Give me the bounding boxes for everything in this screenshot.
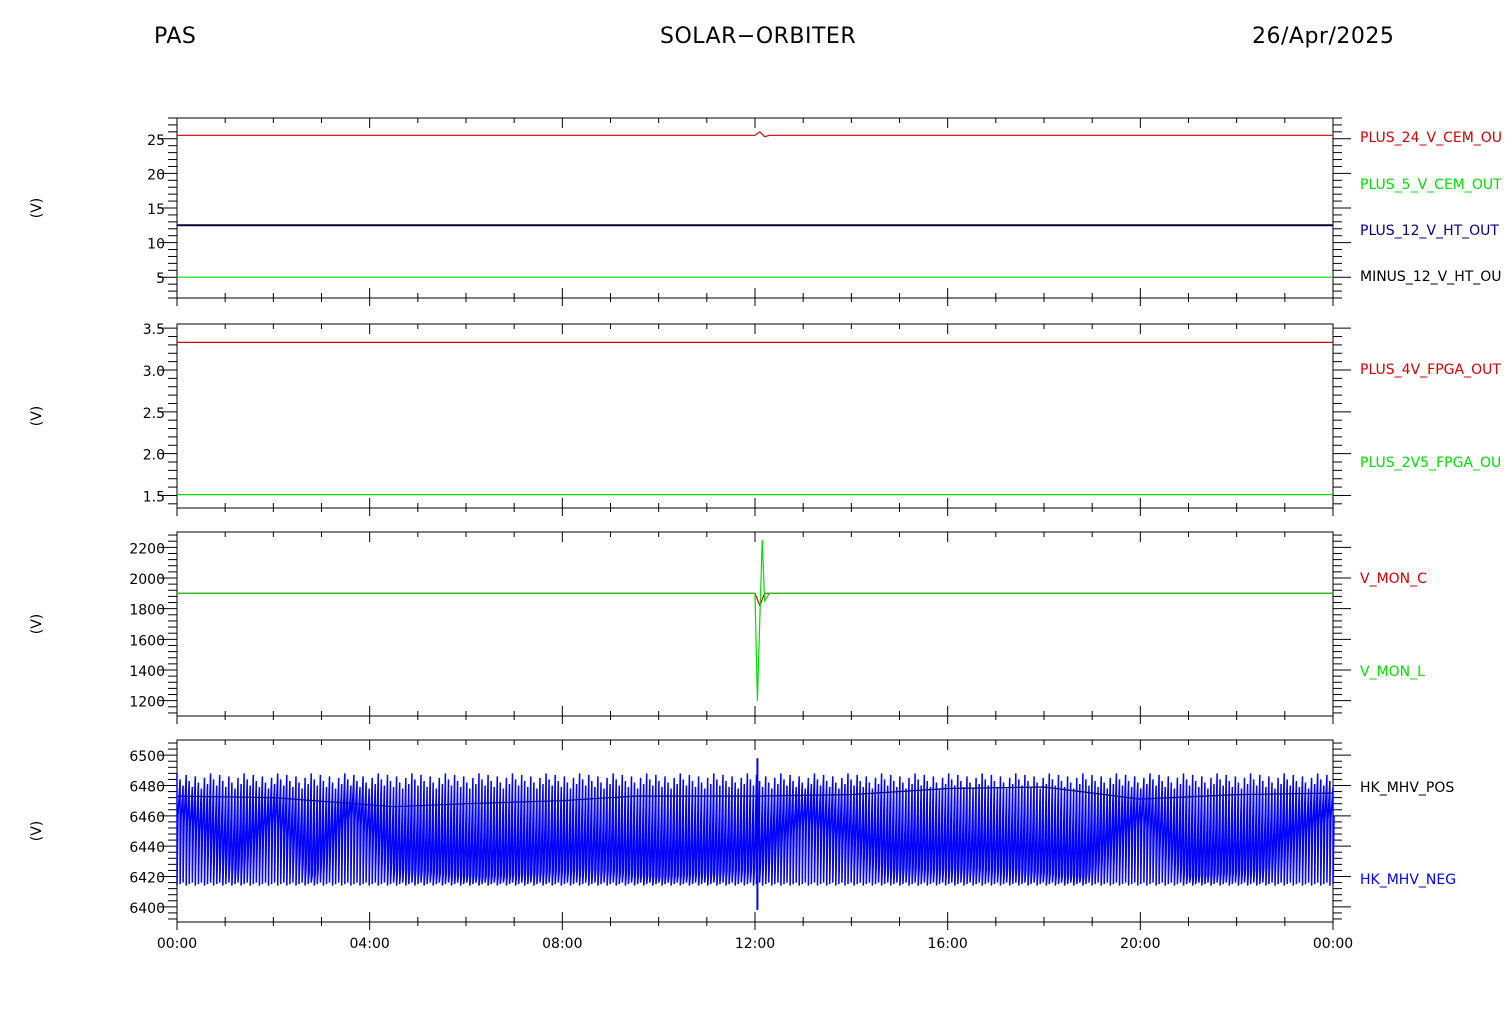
legend-label: V_MON_L (1360, 664, 1425, 680)
x-tick-label: 00:00 (1313, 936, 1353, 952)
legend-label: PLUS_12_V_HT_OUT (1360, 223, 1499, 239)
y-tick-label: 1.5 (143, 489, 165, 505)
legend-label: MINUS_12_V_HT_OU (1360, 269, 1502, 285)
y-tick-label: 2200 (129, 541, 165, 557)
series-plus-24-v-cem-ou (177, 131, 1333, 138)
y-tick-label: 1200 (129, 695, 165, 711)
x-tick-label: 20:00 (1120, 936, 1160, 952)
y-tick-label: 6480 (129, 780, 165, 796)
y-tick-label: 6420 (129, 871, 165, 887)
y-axis-label: (V) (29, 614, 45, 635)
legend-label: PLUS_5_V_CEM_OUT (1360, 177, 1502, 193)
series-v-mon-l (177, 539, 1333, 701)
y-tick-label: 25 (147, 133, 165, 149)
y-tick-label: 15 (147, 202, 165, 218)
y-tick-label: 6400 (129, 901, 165, 917)
y-tick-label: 2000 (129, 572, 165, 588)
x-tick-label: 00:00 (157, 936, 197, 952)
legend-label: PLUS_4V_FPGA_OUT (1360, 362, 1501, 378)
y-tick-label: 5 (156, 271, 165, 287)
y-tick-label: 10 (147, 237, 165, 253)
y-tick-label: 3.5 (143, 322, 165, 338)
mission-title: SOLAR−ORBITER (660, 24, 857, 49)
y-tick-label: 3.0 (143, 364, 165, 380)
panel-1-frame (176, 117, 1334, 299)
y-tick-label: 6500 (129, 749, 165, 765)
date-title: 26/Apr/2025 (1252, 24, 1395, 49)
x-tick-label: 16:00 (927, 936, 967, 952)
y-tick-label: 6460 (129, 810, 165, 826)
legend-label: V_MON_C (1360, 571, 1427, 587)
y-tick-label: 6440 (129, 840, 165, 856)
legend-label: PLUS_24_V_CEM_OU (1360, 130, 1502, 146)
x-tick-label: 12:00 (735, 936, 775, 952)
instrument-title: PAS (154, 24, 197, 49)
x-tick-label: 04:00 (349, 936, 389, 952)
y-axis-label: (V) (29, 406, 45, 427)
y-tick-label: 2.0 (143, 448, 165, 464)
legend-label: HK_MHV_NEG (1360, 872, 1456, 888)
panel-3-frame (176, 531, 1334, 717)
y-axis-label: (V) (29, 821, 45, 842)
y-tick-label: 2.5 (143, 406, 165, 422)
y-tick-label: 1800 (129, 603, 165, 619)
legend-label: PLUS_2V5_FPGA_OU (1360, 455, 1501, 471)
panel-2-frame (176, 323, 1334, 509)
y-tick-label: 1600 (129, 633, 165, 649)
legend-label: HK_MHV_POS (1360, 780, 1454, 796)
y-tick-label: 1400 (129, 664, 165, 680)
y-tick-label: 20 (147, 167, 165, 183)
series-hk-mhv-neg (176, 773, 1335, 886)
x-tick-label: 08:00 (542, 936, 582, 952)
y-axis-label: (V) (29, 198, 45, 219)
